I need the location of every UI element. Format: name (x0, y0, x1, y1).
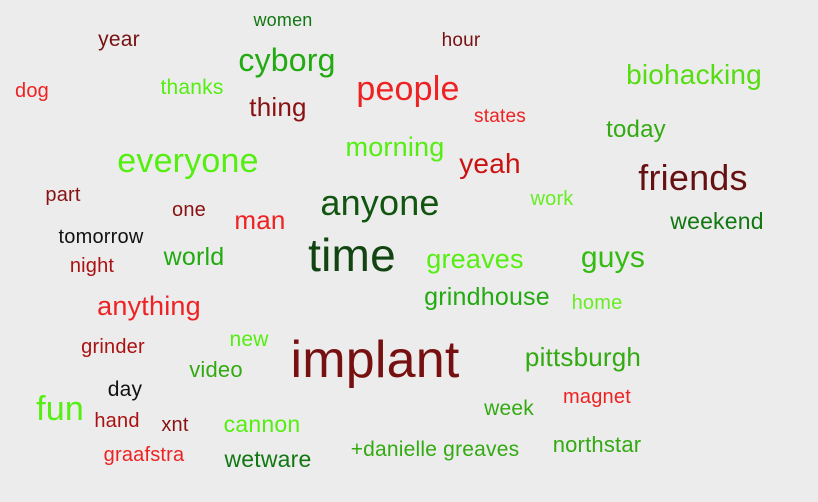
word-states: states (474, 106, 526, 127)
word-one: one (172, 199, 206, 221)
word-day: day (107, 378, 143, 401)
word-part: part (45, 184, 81, 206)
word-thanks: thanks (160, 76, 224, 99)
word-guys: guys (580, 241, 646, 274)
word-graafstra: graafstra (103, 444, 185, 466)
word-grindhouse: grindhouse (424, 283, 550, 311)
word-hand: hand (94, 410, 140, 432)
word-danielle-greaves: +danielle greaves (350, 438, 520, 461)
word-wetware: wetware (224, 446, 312, 472)
word-year: year (98, 28, 140, 51)
word-anything: anything (97, 291, 201, 321)
word-northstar: northstar (552, 432, 642, 457)
word-hour: hour (441, 30, 481, 51)
word-time: time (308, 229, 396, 281)
word-fun: fun (36, 390, 84, 428)
word-biohacking: biohacking (626, 59, 762, 90)
word-work: work (530, 188, 574, 210)
word-everyone: everyone (117, 142, 259, 180)
word-implant: implant (290, 331, 460, 389)
word-women: women (253, 10, 313, 30)
word-cyborg: cyborg (238, 42, 336, 78)
word-world: world (163, 243, 225, 271)
word-people: people (356, 70, 460, 108)
word-night: night (69, 255, 115, 277)
word-yeah: yeah (459, 148, 521, 179)
word-man: man (234, 205, 286, 235)
word-greaves: greaves (426, 244, 524, 274)
word-magnet: magnet (563, 386, 631, 408)
word-morning: morning (345, 132, 445, 162)
word-thing: thing (249, 92, 307, 122)
word-new: new (229, 328, 269, 351)
word-pittsburgh: pittsburgh (524, 342, 642, 372)
word-video: video (189, 357, 243, 382)
word-weekend: weekend (670, 208, 764, 234)
word-home: home (571, 292, 623, 314)
word-xnt: xnt (161, 414, 189, 436)
word-cannon: cannon (223, 411, 301, 437)
word-tomorrow: tomorrow (58, 226, 144, 248)
word-anyone: anyone (320, 182, 440, 223)
word-dog: dog (15, 80, 49, 102)
word-friends: friends (638, 157, 748, 198)
word-week: week (484, 397, 534, 420)
word-today: today (606, 116, 666, 143)
word-grinder: grinder (81, 336, 145, 358)
